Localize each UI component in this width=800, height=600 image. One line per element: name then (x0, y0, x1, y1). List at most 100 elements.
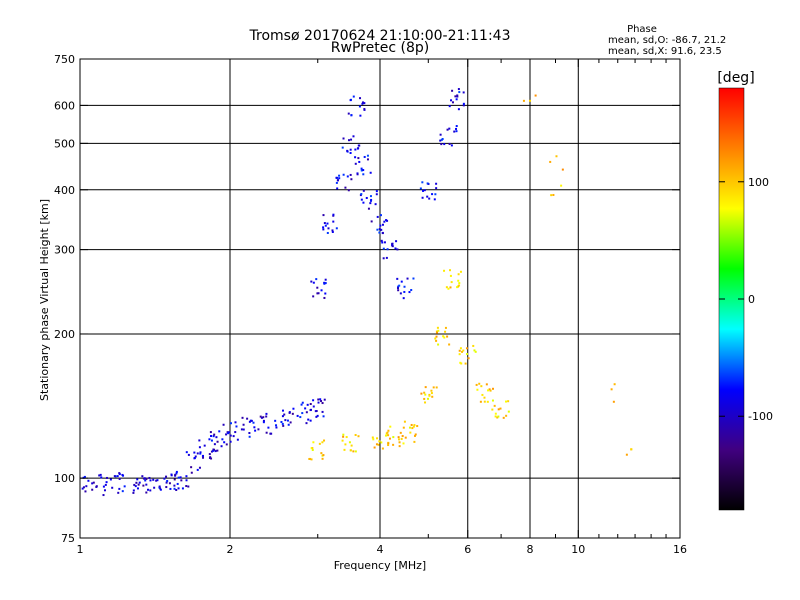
data-point (307, 418, 310, 421)
data-point (269, 432, 272, 435)
data-point (105, 476, 108, 479)
colorbar-label: [deg] (717, 70, 754, 86)
data-point (350, 444, 353, 447)
data-point (401, 435, 404, 438)
data-point (392, 443, 395, 446)
data-point (332, 213, 335, 216)
data-point (228, 431, 231, 434)
data-point (403, 290, 406, 293)
data-point (402, 297, 405, 300)
data-point (133, 483, 136, 486)
data-point (199, 452, 202, 455)
data-point (218, 430, 221, 433)
data-point (305, 411, 308, 414)
x-tick-label: 6 (464, 543, 471, 556)
data-point (488, 388, 491, 391)
data-point (357, 435, 360, 438)
data-point (436, 326, 439, 329)
data-point (240, 428, 243, 431)
phase-stats-title: Phase (627, 24, 657, 35)
data-point (104, 483, 107, 486)
data-point (388, 437, 391, 440)
data-point (480, 385, 483, 388)
data-point (419, 187, 422, 190)
data-point (201, 455, 204, 458)
chart-title: Tromsø 20170624 21:10:00-21:11:43 (249, 28, 511, 44)
data-point (354, 162, 357, 165)
data-point (175, 472, 178, 475)
data-point (136, 487, 139, 490)
data-point (326, 222, 329, 225)
data-point (505, 414, 508, 417)
data-point (322, 214, 325, 217)
data-point (347, 189, 350, 192)
data-point (99, 473, 102, 476)
data-point (177, 476, 180, 479)
data-point (391, 242, 394, 245)
data-point (109, 478, 112, 481)
data-point (410, 289, 413, 292)
data-point (156, 479, 159, 482)
data-point (242, 428, 245, 431)
data-point (158, 485, 161, 488)
data-point (226, 431, 229, 434)
data-point (170, 474, 173, 477)
data-point (344, 443, 347, 446)
data-point (447, 287, 450, 290)
data-point (467, 357, 470, 360)
data-point (455, 125, 458, 128)
data-point (360, 193, 363, 196)
data-point (323, 296, 326, 299)
data-point (423, 391, 426, 394)
data-point (445, 286, 448, 289)
data-point (198, 446, 201, 449)
data-point (315, 278, 318, 281)
data-point (354, 156, 357, 159)
data-point (434, 193, 437, 196)
data-point (316, 414, 319, 417)
data-point (406, 277, 409, 280)
data-point (491, 408, 494, 411)
data-point (220, 445, 223, 448)
data-point (208, 457, 211, 460)
data-point (444, 326, 447, 329)
data-point (248, 435, 251, 438)
data-point (262, 421, 265, 424)
data-point (350, 138, 353, 141)
data-point (378, 228, 381, 231)
data-point (311, 448, 314, 451)
data-point (196, 468, 199, 471)
data-point (105, 481, 108, 484)
data-point (630, 448, 633, 451)
data-point (317, 401, 320, 404)
data-point (165, 486, 168, 489)
data-point (354, 433, 357, 436)
data-point (322, 454, 325, 457)
data-point (522, 99, 525, 102)
data-point (234, 421, 237, 424)
data-point (317, 292, 320, 295)
data-point (372, 438, 375, 441)
data-point (474, 350, 477, 353)
data-point (319, 398, 322, 401)
data-point (414, 433, 417, 436)
data-point (248, 432, 251, 435)
data-point (426, 182, 429, 185)
data-point (360, 169, 363, 172)
data-point (409, 431, 412, 434)
data-point (413, 434, 416, 437)
data-point (215, 436, 218, 439)
data-point (349, 173, 352, 176)
data-point (111, 486, 114, 489)
data-point (358, 105, 361, 108)
data-point (301, 412, 304, 415)
data-point (461, 350, 464, 353)
data-point (324, 292, 327, 295)
data-point (338, 177, 341, 180)
data-point (487, 389, 490, 392)
data-point (281, 422, 284, 425)
data-point (349, 152, 352, 155)
data-point (331, 230, 334, 233)
data-point (301, 401, 304, 404)
data-point (421, 181, 424, 184)
